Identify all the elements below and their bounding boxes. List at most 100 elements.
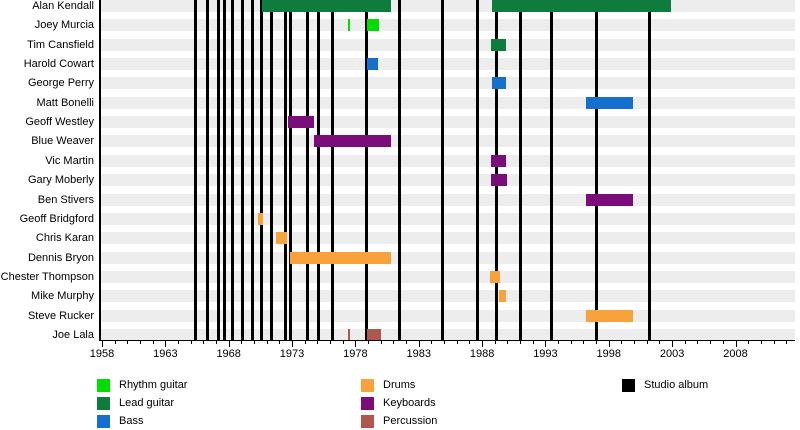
axis-minor-tick bbox=[178, 340, 180, 344]
member-label: Steve Rucker bbox=[27, 309, 94, 322]
legend-swatch-percussion bbox=[361, 415, 374, 428]
album-line bbox=[475, 0, 479, 340]
member-period-bar bbox=[257, 212, 263, 225]
axis-tick-label: 1963 bbox=[153, 348, 178, 360]
member-row-band bbox=[101, 212, 795, 225]
member-period-bar bbox=[289, 251, 391, 264]
axis-major-tick bbox=[102, 340, 103, 347]
axis-major-tick bbox=[292, 340, 294, 347]
member-label: Mike Murphy bbox=[31, 290, 94, 303]
album-line bbox=[194, 0, 198, 340]
member-period-bar bbox=[585, 96, 633, 109]
axis-minor-tick bbox=[507, 340, 509, 344]
album-line bbox=[270, 0, 274, 340]
member-row-band bbox=[101, 116, 795, 129]
axis-minor-tick bbox=[203, 340, 205, 344]
member-label: Chester Thompson bbox=[0, 270, 94, 283]
axis-minor-tick bbox=[406, 340, 408, 344]
axis-major-tick bbox=[228, 340, 230, 347]
axis-minor-tick bbox=[710, 340, 712, 344]
member-label: Vic Martin bbox=[45, 154, 94, 167]
album-line bbox=[398, 0, 402, 340]
member-row-band bbox=[101, 329, 795, 342]
album-line bbox=[441, 0, 445, 340]
axis-tick-label: 1998 bbox=[596, 348, 622, 360]
axis-minor-tick bbox=[152, 340, 154, 344]
axis-minor-tick bbox=[254, 340, 256, 344]
legend-label: Drums bbox=[383, 379, 416, 391]
axis-tick-label: 1983 bbox=[406, 348, 431, 360]
member-label: Geoff Bridgford bbox=[19, 212, 94, 225]
axis-minor-tick bbox=[127, 340, 129, 344]
axis-minor-tick bbox=[216, 340, 218, 344]
album-line bbox=[260, 0, 264, 340]
axis-major-tick bbox=[482, 340, 484, 347]
axis-tick-label: 1988 bbox=[469, 348, 495, 360]
axis-tick-label: 2003 bbox=[659, 348, 685, 360]
axis-major-tick bbox=[165, 340, 167, 347]
axis-minor-tick bbox=[368, 340, 370, 344]
album-line bbox=[518, 0, 522, 340]
album-line bbox=[251, 0, 255, 340]
axis-minor-tick bbox=[773, 340, 775, 344]
member-period-bar bbox=[490, 174, 508, 187]
member-row-band bbox=[101, 57, 795, 70]
member-row-band bbox=[101, 38, 795, 51]
member-period-bar bbox=[585, 193, 633, 206]
axis-minor-tick bbox=[634, 340, 636, 344]
axis-minor-tick bbox=[393, 340, 395, 344]
axis-minor-tick bbox=[494, 340, 496, 344]
album-line bbox=[317, 0, 321, 340]
member-period-bar bbox=[492, 77, 507, 90]
axis-minor-tick bbox=[431, 340, 433, 344]
album-line bbox=[223, 0, 227, 340]
member-label: Gary Moberly bbox=[27, 174, 94, 187]
member-period-bar bbox=[366, 19, 380, 32]
member-row-band bbox=[101, 0, 795, 12]
axis-minor-tick bbox=[684, 340, 686, 344]
axis-major-tick bbox=[672, 340, 674, 347]
legend-label: Lead guitar bbox=[119, 397, 175, 409]
axis-minor-tick bbox=[596, 340, 598, 344]
member-period-bar bbox=[490, 154, 507, 167]
album-line bbox=[494, 0, 498, 340]
member-row-band bbox=[101, 270, 795, 283]
axis-line bbox=[99, 340, 795, 341]
axis-minor-tick bbox=[520, 340, 522, 344]
axis-major-tick bbox=[735, 340, 737, 347]
member-label: Dennis Bryon bbox=[27, 251, 94, 264]
member-row-band bbox=[101, 77, 795, 90]
member-row-band bbox=[101, 290, 795, 303]
member-label: Chris Karan bbox=[35, 232, 94, 245]
member-label: Joey Murcia bbox=[34, 19, 94, 32]
member-label: Geoff Westley bbox=[25, 116, 94, 129]
axis-minor-tick bbox=[140, 340, 141, 344]
axis-major-tick bbox=[418, 340, 420, 347]
axis-minor-tick bbox=[646, 340, 648, 344]
axis-minor-tick bbox=[279, 340, 281, 344]
member-period-bar bbox=[489, 270, 500, 283]
legend-label: Rhythm guitar bbox=[119, 379, 188, 391]
member-period-bar bbox=[490, 38, 507, 51]
legend-swatch-lead bbox=[97, 397, 110, 410]
axis-minor-tick bbox=[532, 340, 534, 344]
member-period-bar bbox=[261, 0, 391, 12]
album-line bbox=[365, 0, 369, 340]
member-label: Harold Cowart bbox=[23, 57, 94, 70]
album-line bbox=[217, 0, 221, 340]
axis-minor-tick bbox=[558, 340, 560, 344]
axis-major-tick bbox=[545, 340, 547, 347]
member-label: Tim Cansfield bbox=[27, 38, 94, 51]
axis-minor-tick bbox=[190, 340, 192, 344]
axis-minor-tick bbox=[722, 340, 724, 344]
legend-swatch-rhythm bbox=[97, 379, 110, 392]
album-line bbox=[284, 0, 288, 340]
legend-label: Studio album bbox=[644, 379, 709, 391]
member-label: Blue Weaver bbox=[31, 135, 94, 148]
axis-major-tick bbox=[608, 340, 610, 347]
axis-minor-tick bbox=[469, 340, 471, 344]
axis-minor-tick bbox=[342, 340, 344, 344]
plot-left-border bbox=[99, 0, 101, 340]
album-line bbox=[289, 0, 293, 340]
